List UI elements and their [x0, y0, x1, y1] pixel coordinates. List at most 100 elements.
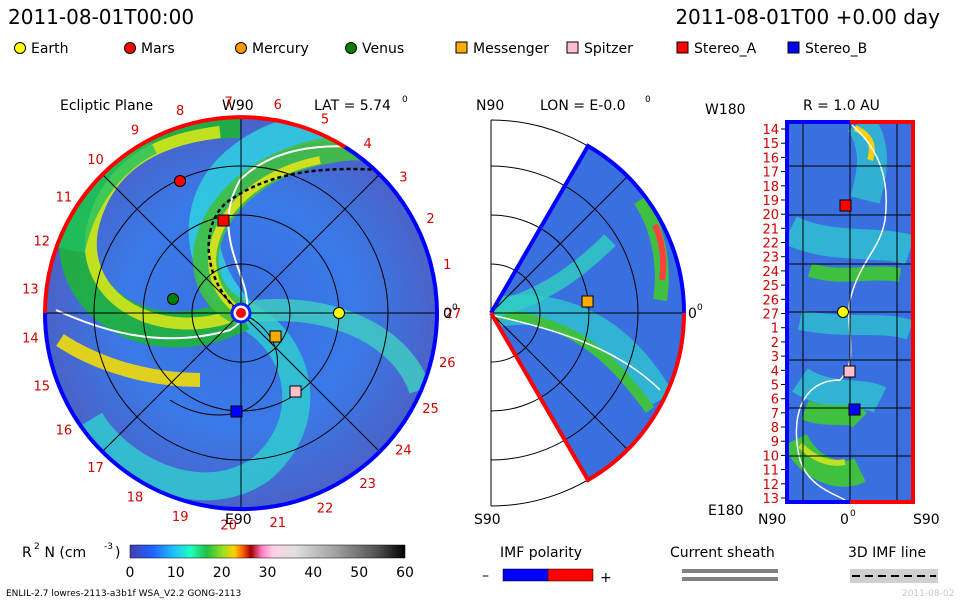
- colorbar-tick-label: 50: [350, 565, 368, 581]
- legend-item-venus: Venus: [345, 41, 404, 57]
- r-panel-row-label: 12: [762, 478, 779, 493]
- ecliptic-tick-label: 18: [127, 491, 144, 506]
- ecliptic-lat-label: LAT = 5.74: [314, 98, 391, 114]
- r-panel-row-label: 11: [762, 464, 779, 479]
- ecliptic-tick-label: 14: [22, 332, 39, 347]
- r-panel-top-left: W180: [705, 102, 746, 118]
- r-panel-row-label: 19: [762, 194, 779, 209]
- legend-label: Spitzer: [584, 41, 633, 57]
- colorbar-tick-label: 0: [126, 565, 135, 581]
- ecliptic-bottom-label: E90: [225, 512, 252, 528]
- meridional-right-label: 0: [688, 306, 697, 322]
- legend-label: Earth: [31, 41, 69, 57]
- colorbar-tick-label: 30: [259, 565, 277, 581]
- imf-plus: +: [600, 570, 612, 586]
- colorbar-tick-label: 40: [304, 565, 322, 581]
- colorbar-label-rest: N (cm: [40, 545, 86, 561]
- r-1au-panel: R = 1.0 AU W180 E180: [705, 98, 940, 528]
- stereo-b-marker: [230, 405, 243, 418]
- meridional-lon-label: LON = E-0.0: [540, 98, 626, 114]
- object-legend: Earth Mars Mercury Venus Messenger Spitzer Ste…: [14, 41, 867, 57]
- ecliptic-tick-label: 5: [321, 112, 329, 127]
- ecliptic-plane-panel: Ecliptic Plane W90 LAT = 5.74 0: [22, 95, 461, 534]
- colorbar-label-r: R: [22, 545, 32, 561]
- r-panel-row-label: 7: [771, 407, 779, 422]
- r-panel-row-label: 5: [771, 379, 779, 394]
- legend-marker: [345, 42, 357, 54]
- legend-item-stereo-a: Stereo_A: [676, 41, 757, 57]
- stereo-b-marker-r: [848, 403, 861, 416]
- imf-minus: –: [482, 568, 489, 584]
- ecliptic-tick-label: 3: [399, 171, 407, 186]
- r-panel-row-label: 27: [762, 308, 779, 323]
- earth-marker: [333, 307, 345, 319]
- ecliptic-lat-sup: 0: [402, 95, 408, 105]
- r-panel-row-label: 1: [771, 322, 779, 337]
- imf-3d-title: 3D IMF line: [848, 545, 926, 561]
- colorbar-label-exp: -3: [104, 542, 113, 552]
- imf-polarity-title: IMF polarity: [500, 545, 582, 561]
- colorbar-gradient: [129, 544, 406, 559]
- ecliptic-tick-label: 12: [34, 235, 51, 250]
- meridional-bottom-label: S90: [474, 512, 501, 528]
- r-panel-row-label: 14: [762, 123, 779, 138]
- colorbar-label-sup: 2: [34, 542, 40, 552]
- legend-marker: [455, 41, 468, 54]
- r-panel-row-label: 18: [762, 180, 779, 195]
- ecliptic-top-label: W90: [222, 98, 254, 114]
- r-panel-row-label: 24: [762, 265, 779, 280]
- r-panel-row-label: 3: [771, 350, 779, 365]
- ecliptic-tick-label: 15: [34, 380, 51, 395]
- stereo-a-marker: [217, 214, 230, 227]
- r-panel-row-label: 6: [771, 393, 779, 408]
- r-panel-x-label-s90: S90: [913, 512, 940, 528]
- meridional-panel: N90 LON = E-0.0 0 S90 0 0: [474, 95, 703, 528]
- r-panel-row-label: 2: [771, 336, 779, 351]
- r-panel-row-label: 22: [762, 237, 779, 252]
- ecliptic-tick-label: 11: [56, 191, 73, 206]
- ecliptic-tick-label: 26: [439, 356, 456, 371]
- colorbar-label-close: ): [115, 545, 120, 561]
- legend-label: Stereo_A: [694, 41, 757, 57]
- ecliptic-tick-label: 9: [131, 123, 139, 138]
- messenger-marker: [269, 330, 282, 343]
- footer-date: 2011-08-02: [902, 589, 954, 599]
- mars-marker: [174, 175, 186, 187]
- current-sheath-title: Current sheath: [670, 545, 775, 561]
- r-panel-row-label: 8: [771, 421, 779, 436]
- imf-polarity-key: IMF polarity – +: [482, 545, 612, 586]
- sheath-line-2: [682, 577, 778, 581]
- current-sheath-key: Current sheath: [670, 545, 778, 581]
- legend-label: Mars: [141, 41, 175, 57]
- r-panel-x-label-n90: N90: [758, 512, 786, 528]
- spitzer-marker: [289, 385, 302, 398]
- ecliptic-tick-label: 6: [274, 98, 282, 113]
- ecliptic-tick-label: 2: [426, 212, 434, 227]
- header-date-right: 2011-08-01T00 +0.00 day: [675, 5, 940, 29]
- r-panel-row-label: 16: [762, 151, 779, 166]
- earth-marker-r: [837, 306, 849, 318]
- r-panel-row-label: 21: [762, 222, 779, 237]
- ecliptic-tick-label: 25: [422, 402, 439, 417]
- ecliptic-tick-label: 23: [359, 477, 376, 492]
- legend-label: Messenger: [473, 41, 549, 57]
- r-panel-row-labels: 1415161718192021222324252627123456789101…: [762, 123, 786, 507]
- stereo-a-marker-r: [839, 199, 852, 212]
- colorbar-tick-label: 20: [213, 565, 231, 581]
- r-panel-row-label: 10: [762, 449, 779, 464]
- r-panel-row-label: 26: [762, 293, 779, 308]
- footer-model-info: ENLIL-2.7 lowres-2113-a3b1f WSA_V2.2 GON…: [6, 589, 241, 599]
- imf-3d-line-key: 3D IMF line: [848, 545, 938, 583]
- legend-label: Stereo_B: [805, 41, 867, 57]
- ecliptic-tick-label: 8: [176, 104, 184, 119]
- r-panel-row-label: 20: [762, 208, 779, 223]
- ecliptic-title: Ecliptic Plane: [60, 98, 153, 114]
- ecliptic-tick-label: 21: [270, 516, 287, 531]
- colorbar-tick-label: 60: [396, 565, 414, 581]
- sheath-line-1: [682, 569, 778, 573]
- ecliptic-right-sup: 0: [452, 303, 458, 313]
- density-colorbar: R 2 N (cm -3 ) 0 10 20 30 40 50 60: [22, 542, 414, 581]
- colorbar-tick-label: 10: [167, 565, 185, 581]
- r-panel-row-label: 13: [762, 492, 779, 507]
